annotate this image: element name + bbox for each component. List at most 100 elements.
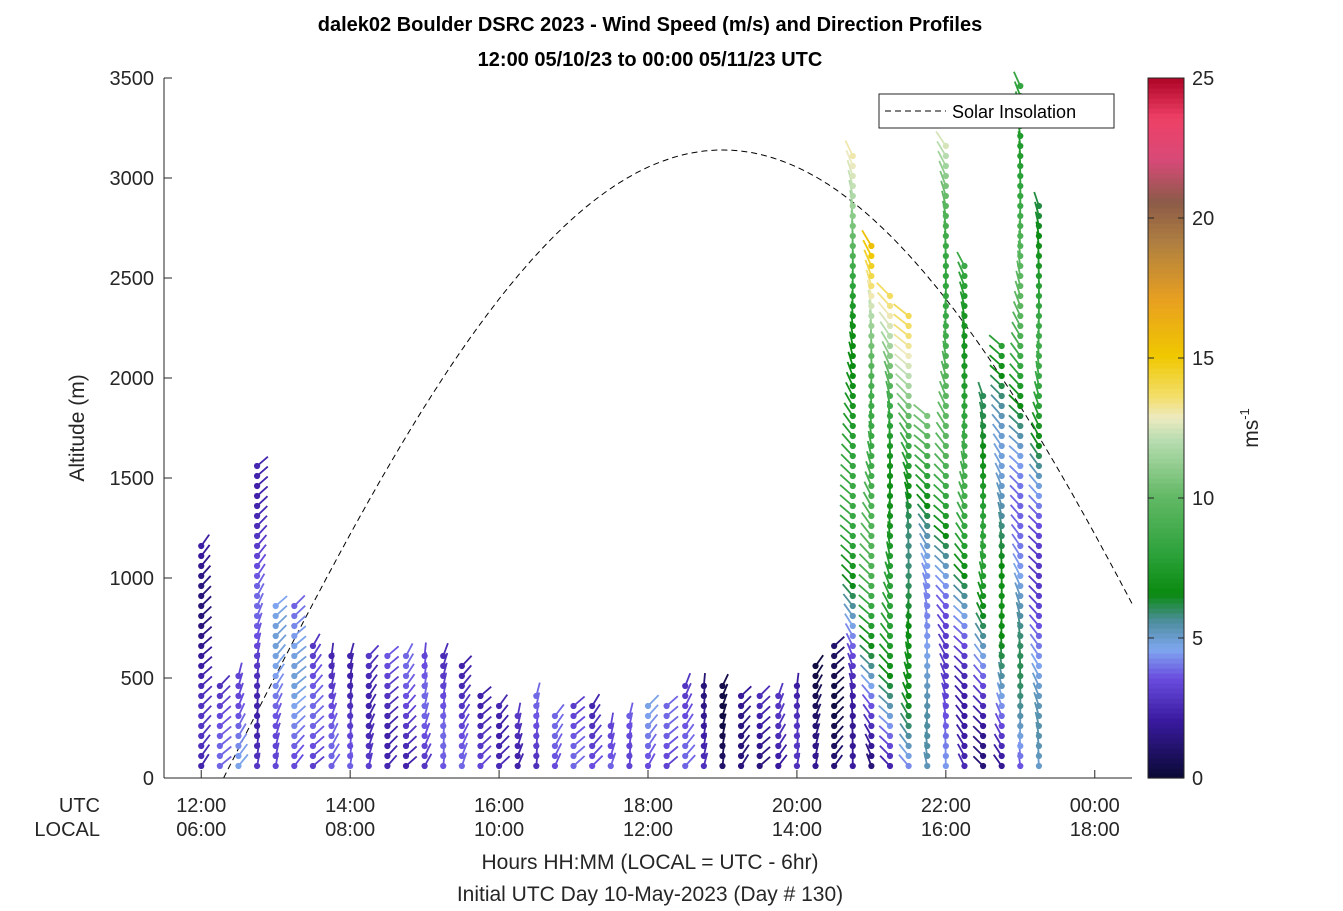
wind-speed-point <box>868 502 875 510</box>
wind-speed-point <box>347 722 354 730</box>
wind-barb <box>893 313 910 327</box>
wind-speed-point <box>793 712 801 720</box>
colorbar-segment <box>1148 713 1184 719</box>
wind-speed-point <box>440 682 447 690</box>
wind-speed-point <box>961 402 968 410</box>
wind-speed-point <box>458 752 465 760</box>
wind-speed-point <box>551 732 559 740</box>
wind-speed-point <box>942 722 949 730</box>
wind-speed-point <box>961 502 968 510</box>
wind-speed-point <box>942 342 949 350</box>
wind-speed-point <box>979 462 987 470</box>
wind-speed-point <box>1035 642 1043 650</box>
wind-speed-point <box>849 272 856 280</box>
wind-speed-point <box>365 722 372 730</box>
wind-speed-point <box>905 452 912 460</box>
colorbar-segment <box>1148 728 1184 734</box>
wind-speed-point <box>924 622 931 630</box>
wind-speed-point <box>849 152 856 160</box>
wind-speed-point <box>849 412 856 420</box>
wind-speed-point <box>961 762 968 770</box>
colorbar-segment <box>1148 228 1184 234</box>
wind-speed-point <box>961 282 968 290</box>
wind-speed-point <box>1017 582 1024 590</box>
wind-speed-point <box>942 252 949 260</box>
wind-speed-point <box>1017 762 1024 770</box>
wind-speed-point <box>961 482 968 490</box>
wind-speed-point <box>998 552 1005 560</box>
wind-speed-point <box>942 622 949 630</box>
wind-speed-point <box>719 682 726 690</box>
wind-speed-point <box>812 742 819 750</box>
wind-speed-point <box>216 692 223 700</box>
colorbar: 0 5 10 15 20 25 <box>1147 68 1214 790</box>
wind-speed-point <box>495 742 503 750</box>
wind-speed-point <box>775 692 782 700</box>
colorbar-segment <box>1148 258 1184 264</box>
wind-speed-point <box>924 702 931 710</box>
colorbar-segment <box>1148 768 1184 774</box>
wind-speed-point <box>831 752 838 760</box>
x-tick-label-utc: 16:00 <box>474 795 524 817</box>
wind-speed-point <box>682 682 689 690</box>
wind-speed-point <box>961 352 968 360</box>
wind-speed-point <box>868 542 875 550</box>
wind-speed-point <box>533 752 540 760</box>
wind-speed-point <box>1035 392 1043 400</box>
wind-speed-point <box>1035 572 1043 580</box>
wind-speed-point <box>644 762 652 770</box>
wind-speed-point <box>198 662 205 670</box>
wind-speed-point <box>663 722 670 730</box>
colorbar-segment <box>1148 98 1184 104</box>
wind-speed-point <box>198 622 205 630</box>
wind-speed-point <box>458 692 465 700</box>
colorbar-segment <box>1148 738 1184 744</box>
wind-speed-point <box>979 742 987 750</box>
wind-speed-point <box>1035 762 1043 770</box>
wind-speed-point <box>998 472 1005 480</box>
colorbar-segment <box>1148 503 1184 509</box>
wind-speed-point <box>198 652 205 660</box>
wind-speed-point <box>998 752 1005 760</box>
wind-speed-point <box>998 692 1005 700</box>
wind-speed-point <box>849 642 856 650</box>
y-tick-label: 0 <box>143 768 154 790</box>
wind-speed-point <box>998 682 1005 690</box>
colorbar-segment <box>1148 168 1184 174</box>
wind-speed-point <box>1035 692 1043 700</box>
wind-speed-point <box>961 582 968 590</box>
wind-speed-point <box>886 372 894 380</box>
wind-speed-point <box>198 752 205 760</box>
wind-speed-point <box>440 692 447 700</box>
wind-barb <box>876 282 891 297</box>
wind-speed-point <box>1017 402 1024 410</box>
colorbar-segment <box>1148 438 1184 444</box>
wind-speed-point <box>886 582 894 590</box>
wind-speed-point <box>942 692 949 700</box>
wind-speed-point <box>365 732 372 740</box>
wind-speed-point <box>198 572 205 580</box>
wind-speed-point <box>1035 412 1043 420</box>
wind-speed-point <box>700 712 707 720</box>
colorbar-segment <box>1148 483 1184 489</box>
wind-speed-point <box>942 572 949 580</box>
wind-speed-point <box>458 662 465 670</box>
wind-speed-point <box>235 692 242 700</box>
colorbar-segment <box>1148 323 1184 329</box>
wind-speed-point <box>886 352 894 360</box>
wind-speed-point <box>979 602 987 610</box>
wind-speed-point <box>979 412 987 420</box>
wind-speed-point <box>402 662 410 670</box>
colorbar-tick-label: 25 <box>1192 68 1214 90</box>
wind-speed-point <box>886 292 894 300</box>
wind-profile <box>514 702 525 770</box>
wind-speed-point <box>886 442 894 450</box>
wind-speed-point <box>924 692 931 700</box>
wind-speed-point <box>309 742 317 750</box>
wind-speed-point <box>402 712 410 720</box>
wind-speed-point <box>886 732 894 740</box>
wind-profile <box>719 673 729 770</box>
wind-speed-point <box>849 572 856 580</box>
colorbar-segment <box>1148 743 1184 749</box>
wind-speed-point <box>589 732 596 740</box>
